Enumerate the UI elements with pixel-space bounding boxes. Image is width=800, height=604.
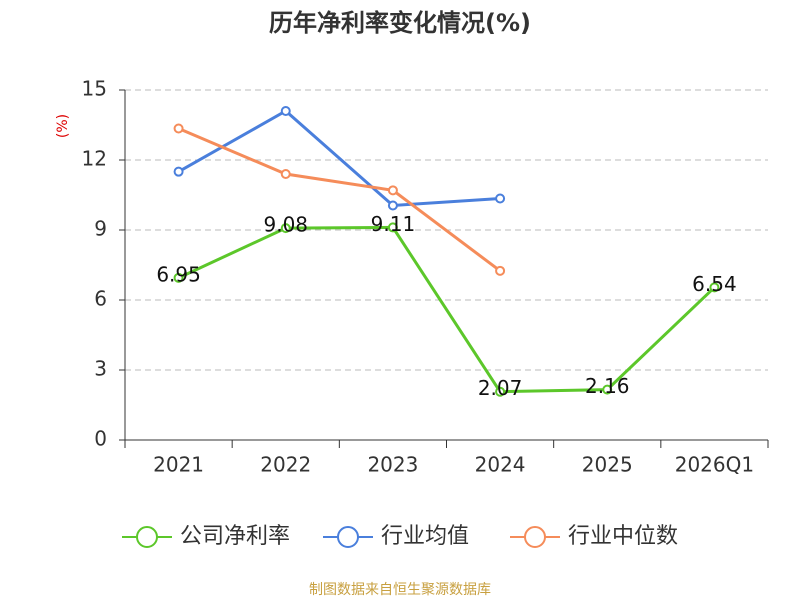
point [387, 200, 398, 211]
data-label: 9.08 [263, 213, 308, 237]
x-tick-label: 2024 [475, 453, 526, 477]
y-tick-label: 6 [94, 287, 107, 311]
x-tick-label: 2021 [153, 453, 204, 477]
footer: 制图数据来自恒生聚源数据库 [309, 582, 491, 598]
y-tick-label: 0 [94, 427, 107, 451]
point [280, 223, 291, 234]
data-label: 2.16 [585, 374, 630, 398]
point [280, 169, 291, 179]
y-axis-label: (%) [55, 114, 71, 138]
y-tick-label: 15 [82, 77, 107, 101]
legend-label: 行业均值 [381, 524, 469, 549]
data-label: 6.54 [692, 272, 737, 296]
x-tick-label: 2026Q1 [675, 453, 754, 477]
legend-label: 公司净利率 [180, 524, 290, 549]
point [602, 384, 613, 395]
point [280, 106, 291, 116]
point [495, 386, 506, 397]
series-line [177, 109, 501, 208]
y-tick-label: 9 [94, 217, 107, 241]
point [173, 166, 184, 177]
x-tick-label: 2025 [582, 453, 633, 477]
y-tick-label: 12 [82, 147, 107, 171]
chart-title: 历年净利率变化情况(%) [269, 9, 531, 37]
legend-marker [524, 526, 546, 548]
x-tick-label: 2023 [367, 453, 418, 477]
point [173, 272, 184, 283]
point [495, 193, 506, 204]
point [387, 222, 398, 233]
point [387, 185, 398, 196]
data-label: 2.07 [478, 376, 523, 400]
series-line [177, 127, 501, 273]
series-line [177, 225, 716, 394]
legend-label: 行业中位数 [568, 524, 678, 549]
point [495, 265, 506, 276]
data-label: 9.11 [371, 212, 416, 236]
point [173, 123, 184, 134]
data-label: 6.95 [156, 262, 201, 286]
legend-marker [136, 526, 158, 548]
y-tick-label: 3 [94, 357, 107, 381]
legend-marker [337, 526, 359, 548]
point [709, 282, 720, 293]
x-tick-label: 2022 [260, 453, 311, 477]
